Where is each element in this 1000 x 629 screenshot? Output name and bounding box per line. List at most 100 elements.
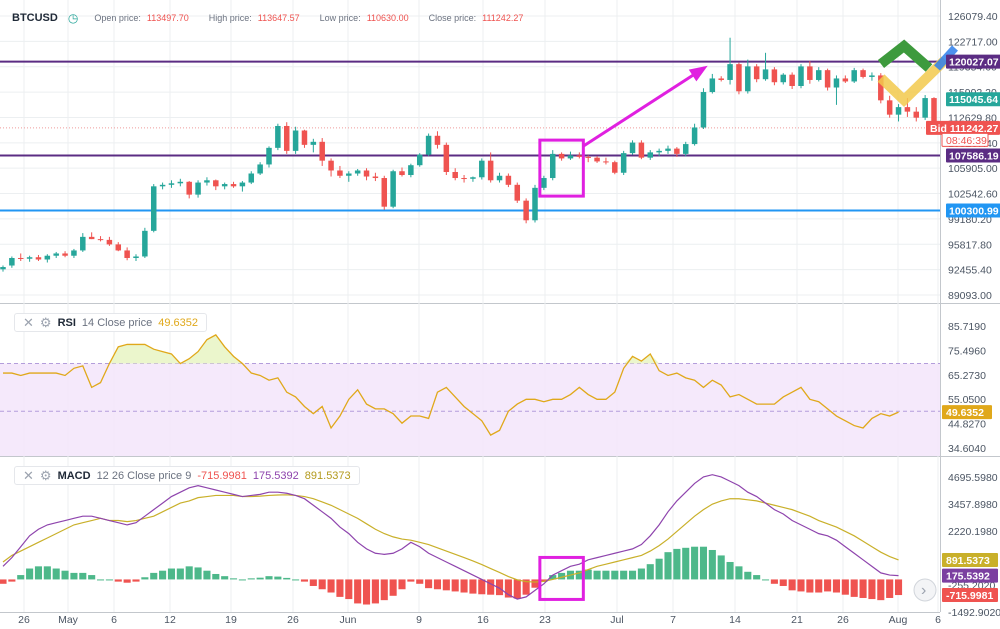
macd-histogram-bar [620,570,628,580]
macd-histogram-bar [770,579,778,584]
macd-histogram-bar [841,579,849,595]
candle [88,236,95,240]
scroll-to-latest-button[interactable]: › [913,578,937,602]
macd-histogram-bar [868,579,876,600]
candle [62,253,68,256]
macd-histogram-bar [141,577,149,580]
price-axis-label-box [946,92,1000,107]
macd-histogram-bar [274,576,282,580]
macd-histogram-bar [717,555,725,580]
candle [142,230,148,257]
macd-histogram-bar [52,568,60,580]
price-axis-label-box [941,132,989,147]
macd-histogram-bar [167,568,176,580]
gear-icon[interactable]: ⚙ [39,468,52,483]
candle [44,255,51,260]
candle [532,187,538,221]
chevron-right-icon: › [921,582,926,599]
close-icon[interactable]: ✕ [23,468,34,483]
price-tick-label: 92455.40 [948,265,992,277]
price-axis-label-text: Bid 111242.27 [930,123,998,135]
candle [372,176,379,179]
candle [629,142,636,154]
candle [452,171,458,179]
candle [824,70,831,88]
candle [807,66,813,80]
candle [115,244,122,251]
candle [549,153,556,179]
candle [337,170,343,176]
time-tick-label: 6 [111,614,117,626]
macd-histogram-bar [265,576,273,580]
price-axis-label: 107586.19 [946,148,1000,163]
candle [195,182,201,195]
macd-axis-label-box [942,568,998,583]
macd-histogram-bar [832,579,841,593]
macd-histogram-bar [362,579,371,605]
price-axis-label: 120027.07 [946,54,1000,69]
macd-histogram-bar [416,579,424,584]
candle [159,184,166,187]
price-axis-label-text: 107586.19 [949,151,999,163]
macd-histogram-bar [487,579,495,595]
rsi-tick-label: 55.0500 [948,394,986,406]
time-tick-label: 26 [287,614,299,626]
candle [886,100,893,115]
rsi-line [3,334,899,436]
macd-tick-label: 2220.1980 [948,526,998,538]
macd-histogram-bar [806,579,814,593]
candle [718,78,724,80]
candle [266,147,272,165]
rsi-tick-label: 44.8270 [948,419,986,431]
rsi-tick-label: 34.6040 [948,443,986,455]
candle [576,155,583,157]
candle [833,78,840,88]
candle [470,177,476,179]
logo-chevron-yellow [877,56,949,107]
clock-icon[interactable]: ◷ [67,11,79,25]
rsi-axis-label-text: 49.6352 [946,407,984,419]
price-axis-label-text: 115045.64 [949,94,998,106]
macd-histogram-bar [628,570,637,580]
price-header: BTCUSD ◷ Open price: 113497.70 High pric… [12,11,537,25]
rsi-tick-label: 85.7190 [948,321,986,333]
price-axis-label-box [946,148,1000,163]
macd-axis-label-box [942,552,998,567]
macd-histogram-bar [673,548,681,580]
time-tick-label: 26 [18,614,30,626]
candle [310,141,317,145]
candle [301,130,308,145]
macd-histogram-bar [123,579,131,583]
macd-tick-label: 4695.5980 [948,472,998,484]
close-price-label: Close price: [428,13,477,23]
macd-histogram-bar [877,579,885,601]
close-icon[interactable]: ✕ [23,315,34,330]
macd-histogram-bar [114,579,122,582]
candle [691,127,698,145]
candle [762,69,769,80]
macd-histogram-bar [43,566,51,580]
candle [931,98,937,128]
macd-histogram-bar [735,566,743,580]
price-tick-label: 95817.80 [948,239,992,251]
macd-histogram-bar [894,579,903,596]
candle [860,70,866,77]
gear-icon[interactable]: ⚙ [39,315,52,330]
candle [319,141,325,161]
candle [674,148,680,154]
candle [177,181,184,184]
candle [665,148,671,151]
low-price-value: 110630.00 [366,13,409,23]
macd-axis-label-text: 891.5373 [946,555,990,567]
candle [700,92,707,128]
price-axis-label: Bid 111242.27 [926,120,1000,135]
symbol-label[interactable]: BTCUSD [12,12,58,24]
macd-histogram-bar [575,570,583,580]
candle [638,142,645,158]
price-tick-label: 89093.00 [948,290,992,302]
candle [895,107,902,115]
macd-histogram-bar [611,570,619,580]
candle [443,144,450,172]
macd-histogram-bar [309,579,317,586]
